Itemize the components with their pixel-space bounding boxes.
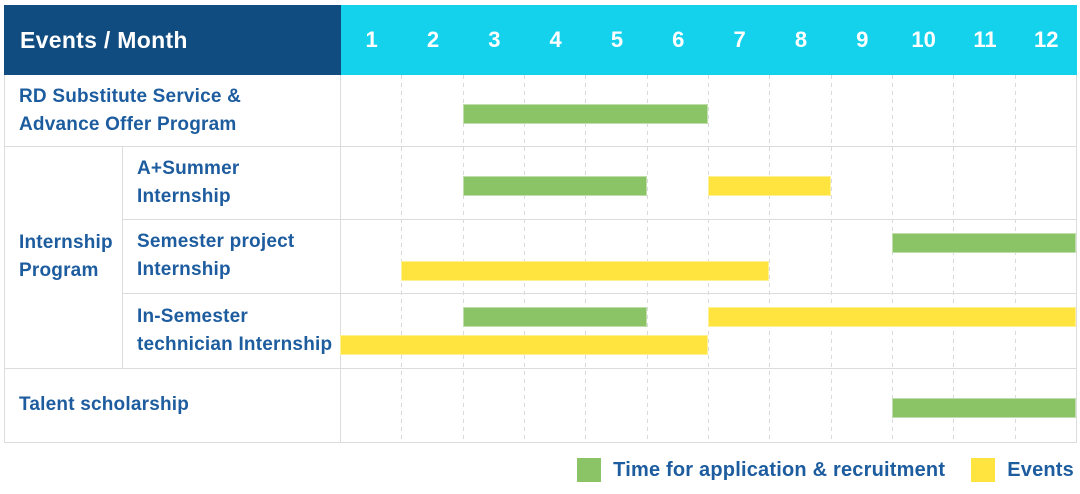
month-gridline bbox=[708, 75, 709, 442]
row-label-line: Internship bbox=[137, 185, 231, 207]
row-separator bbox=[5, 146, 1076, 147]
row-label-4: In-Semester technician Internship bbox=[123, 293, 340, 368]
row-label-2: A+Summer Internship bbox=[123, 146, 340, 219]
row-separator bbox=[5, 368, 1076, 369]
month-gridline bbox=[462, 75, 464, 442]
month-header-4: 4 bbox=[549, 27, 562, 52]
group-label-line: Program bbox=[19, 260, 99, 281]
month-header-7: 7 bbox=[733, 27, 746, 52]
event-bar bbox=[708, 176, 831, 196]
event-bar bbox=[401, 261, 770, 281]
schedule-table: Events / Month 1 2 3 4 5 6 7 8 9 10 11 12 RD Substi… bbox=[4, 5, 1077, 443]
application-bar bbox=[892, 233, 1076, 253]
month-gridline bbox=[401, 75, 403, 442]
legend-item-event: Events bbox=[971, 458, 1074, 482]
row-label-3: Semester project Internship bbox=[123, 219, 340, 293]
table-body: RD Substitute Service & Advance Offer Pro… bbox=[5, 75, 1076, 442]
legend: Time for application & recruitment Events bbox=[577, 454, 1074, 486]
row-label-1: RD Substitute Service & Advance Offer Pro… bbox=[5, 75, 340, 146]
group-label-internship-program: Internship Program bbox=[5, 146, 123, 368]
row-label-line: Semester project bbox=[137, 231, 295, 252]
row-label-line: Internship bbox=[137, 259, 231, 280]
row-separator bbox=[123, 219, 1076, 220]
month-header-3: 3 bbox=[488, 27, 501, 52]
month-header-6: 6 bbox=[672, 27, 685, 52]
row-label-line: Talent scholarship bbox=[19, 394, 190, 415]
month-gridline bbox=[953, 75, 955, 442]
month-gridline bbox=[524, 75, 525, 442]
month-gridline bbox=[585, 75, 587, 442]
event-bar bbox=[708, 307, 1076, 327]
row-separator bbox=[123, 293, 1076, 294]
legend-label-application: Time for application & recruitment bbox=[613, 458, 946, 481]
legend-label-event: Events bbox=[1007, 458, 1074, 481]
event-bar bbox=[340, 335, 708, 355]
month-gridline bbox=[646, 75, 648, 442]
month-header-9: 9 bbox=[856, 27, 869, 52]
month-gridline bbox=[892, 75, 893, 442]
month-header-1: 1 bbox=[365, 27, 378, 52]
month-gridline bbox=[830, 75, 832, 442]
month-gridline bbox=[769, 75, 771, 442]
header-title: Events / Month bbox=[20, 26, 188, 53]
event-color-swatch bbox=[971, 458, 996, 482]
application-bar bbox=[892, 398, 1076, 418]
legend-item-application: Time for application & recruitment bbox=[577, 458, 945, 482]
month-header-2: 2 bbox=[426, 27, 440, 52]
row-label-line: A+Summer bbox=[137, 157, 240, 179]
month-header-8: 8 bbox=[794, 27, 808, 52]
row-label-line: RD Substitute Service & bbox=[19, 85, 242, 107]
group-label-line: Internship bbox=[19, 232, 113, 253]
month-header-11: 11 bbox=[973, 27, 997, 52]
events-month-header-cell: Events / Month bbox=[4, 5, 341, 75]
row-label-line: In-Semester bbox=[137, 305, 248, 327]
table-header-row: Events / Month 1 2 3 4 5 6 7 8 9 10 11 12 bbox=[4, 5, 1077, 75]
month-header-12: 12 bbox=[1034, 27, 1059, 52]
application-bar bbox=[462, 176, 647, 196]
month-gridline bbox=[1014, 75, 1016, 442]
month-header-strip: 1 2 3 4 5 6 7 8 9 10 11 12 bbox=[341, 5, 1077, 75]
month-header-10: 10 bbox=[911, 27, 936, 52]
row-label-line: technician Internship bbox=[137, 333, 333, 355]
label-month-divider bbox=[340, 75, 341, 442]
row-label-line: Advance Offer Program bbox=[19, 113, 237, 135]
application-color-swatch bbox=[577, 458, 602, 482]
application-bar bbox=[462, 307, 647, 327]
month-header-5: 5 bbox=[610, 27, 624, 52]
application-bar bbox=[462, 104, 708, 124]
row-label-5: Talent scholarship bbox=[5, 368, 340, 442]
